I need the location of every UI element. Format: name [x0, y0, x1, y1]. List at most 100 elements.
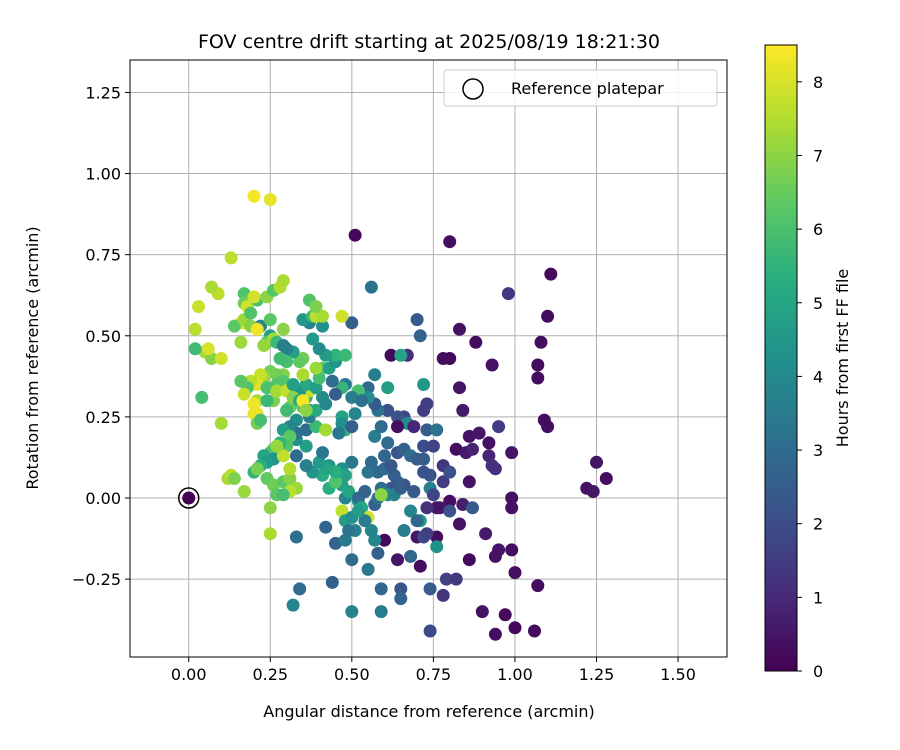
data-point: [361, 465, 375, 479]
data-point: [492, 420, 506, 434]
legend-box: [443, 69, 718, 107]
data-point: [374, 420, 388, 434]
colorbar-tick-label: 2: [813, 515, 823, 534]
data-point: [417, 403, 431, 417]
data-point: [485, 358, 499, 372]
data-point: [420, 423, 434, 437]
data-point: [345, 605, 359, 619]
data-point: [508, 566, 522, 580]
data-point: [410, 452, 424, 466]
data-point: [410, 313, 424, 327]
legend-entry-reference: Reference platepar: [511, 79, 664, 98]
data-point: [374, 582, 388, 596]
data-point: [420, 501, 434, 515]
data-point: [306, 332, 320, 346]
data-point: [368, 429, 382, 443]
data-point: [531, 358, 545, 372]
data-point: [417, 439, 431, 453]
data-point: [358, 485, 372, 498]
data-point: [384, 348, 398, 362]
data-point: [355, 394, 369, 408]
y-tick-label: −0.25: [72, 570, 121, 589]
y-tick-label: 0.50: [85, 327, 121, 346]
data-point: [325, 575, 339, 589]
y-tick-label: 0.00: [85, 489, 121, 508]
data-point: [472, 426, 486, 440]
data-point: [462, 475, 476, 489]
data-point: [195, 390, 209, 404]
data-point: [260, 381, 274, 395]
data-point: [299, 423, 313, 437]
data-point: [505, 446, 519, 460]
legend-reference-icon: [462, 78, 484, 100]
data-point: [280, 342, 294, 356]
data-point: [430, 530, 444, 544]
data-point: [505, 501, 519, 515]
data-point: [501, 287, 515, 301]
data-point: [234, 335, 248, 349]
data-point: [316, 309, 329, 323]
data-point: [413, 559, 427, 573]
colorbar-tick-label: 5: [813, 294, 823, 313]
data-point: [244, 306, 258, 320]
data-point: [453, 322, 466, 336]
data-point: [508, 621, 522, 635]
reference-point: [182, 491, 196, 505]
data-point: [345, 316, 359, 330]
y-tick-label: 0.75: [85, 246, 121, 265]
data-point: [394, 348, 408, 362]
data-point: [227, 472, 241, 485]
x-axis-label: Angular distance from reference (arcmin): [263, 702, 594, 721]
data-point: [188, 322, 202, 336]
data-point: [348, 228, 362, 242]
data-point: [488, 627, 502, 641]
colorbar-tick-label: 4: [813, 367, 823, 386]
data-point: [237, 287, 251, 301]
data-point: [404, 504, 418, 518]
data-point: [394, 481, 408, 495]
scatter-points: [188, 189, 613, 641]
data-point: [371, 546, 385, 560]
data-point: [426, 439, 440, 453]
data-point: [364, 524, 378, 537]
plot-frame: [129, 59, 728, 658]
data-point: [267, 478, 280, 492]
data-point: [254, 368, 267, 382]
data-point: [329, 475, 342, 489]
data-point: [348, 407, 362, 421]
data-point: [276, 322, 290, 336]
data-point: [534, 335, 548, 349]
data-point: [335, 309, 349, 323]
data-point: [342, 485, 356, 498]
data-point: [469, 335, 483, 349]
data-point: [234, 374, 248, 388]
y-axis-ticks: −0.25 0.00 0.25 0.50 0.75 1.00 1.25: [72, 83, 130, 589]
colorbar-label: Hours from first FF file: [833, 269, 852, 448]
x-tick-label: 0.50: [334, 665, 370, 684]
data-point: [237, 387, 251, 401]
data-point: [351, 504, 365, 518]
data-point: [250, 462, 264, 476]
plot-area: [130, 60, 727, 657]
data-point: [449, 572, 463, 586]
x-tick-label: 1.25: [579, 665, 615, 684]
data-point: [528, 624, 541, 638]
data-point: [296, 368, 310, 382]
data-point: [404, 549, 418, 563]
data-point: [479, 527, 493, 541]
legend: Reference platepar: [443, 69, 718, 107]
data-point: [319, 423, 333, 437]
data-point: [443, 494, 457, 508]
data-point: [296, 313, 310, 327]
data-point: [436, 352, 450, 365]
data-point: [498, 608, 512, 622]
data-point: [541, 309, 555, 323]
data-point: [364, 455, 378, 469]
data-point: [410, 514, 424, 528]
data-point: [192, 300, 205, 314]
data-point: [325, 374, 339, 388]
data-point: [443, 465, 457, 479]
data-point: [237, 485, 251, 498]
data-point: [453, 517, 466, 531]
data-point: [439, 572, 453, 586]
